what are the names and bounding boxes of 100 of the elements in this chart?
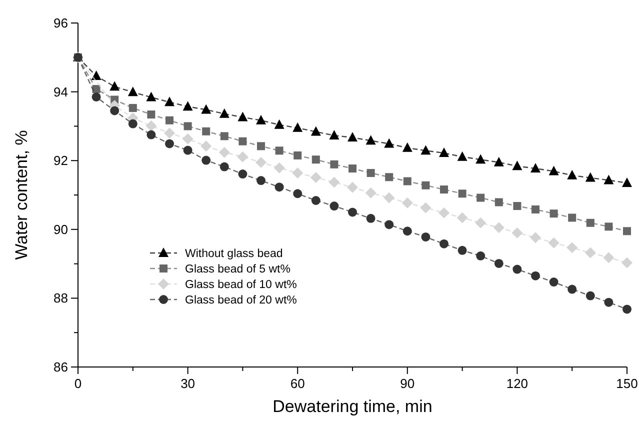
y-tick-label: 88 — [54, 290, 68, 306]
point — [420, 202, 432, 214]
point — [330, 202, 339, 211]
point — [476, 154, 486, 164]
point — [512, 227, 523, 238]
point — [585, 172, 596, 182]
point — [128, 119, 138, 128]
x-axis-title: Dewatering time, min — [272, 397, 432, 416]
point — [165, 139, 174, 148]
point — [458, 246, 467, 255]
point — [604, 222, 613, 231]
x-tick-label: 60 — [290, 376, 305, 391]
point — [622, 257, 632, 268]
point — [201, 104, 212, 114]
point — [512, 160, 522, 170]
legend-label: Glass bead of 20 wt% — [185, 294, 297, 306]
point — [293, 189, 302, 198]
point — [384, 138, 394, 148]
point — [91, 70, 102, 80]
point — [603, 252, 614, 264]
point — [256, 176, 266, 186]
point — [218, 146, 230, 158]
point — [202, 156, 211, 165]
point — [402, 197, 413, 208]
point — [512, 264, 522, 274]
point — [184, 122, 192, 130]
point — [550, 210, 558, 218]
point — [584, 247, 596, 258]
point — [146, 92, 156, 102]
y-tick-label: 86 — [54, 360, 68, 374]
point — [622, 304, 632, 314]
point — [493, 222, 504, 234]
point — [438, 207, 450, 218]
point — [384, 192, 395, 204]
point — [440, 185, 448, 194]
point — [310, 126, 321, 136]
point — [219, 108, 230, 118]
point — [566, 242, 578, 254]
point — [311, 196, 320, 206]
point — [384, 220, 394, 230]
y-tick-label: 96 — [54, 16, 68, 30]
point — [92, 92, 101, 102]
point — [147, 110, 156, 119]
point — [422, 181, 430, 190]
point — [274, 162, 285, 174]
point — [292, 122, 303, 132]
point — [294, 151, 302, 160]
point — [257, 142, 265, 150]
point — [182, 101, 193, 111]
point — [220, 162, 229, 172]
point — [348, 132, 358, 142]
point — [420, 145, 431, 155]
point — [531, 271, 540, 280]
point — [530, 163, 540, 173]
point — [440, 239, 448, 248]
point — [475, 217, 486, 228]
legend-label: Without glass bead — [185, 248, 283, 260]
point — [476, 194, 485, 202]
x-tick-label: 30 — [180, 376, 196, 391]
point — [200, 140, 212, 152]
point — [366, 214, 376, 223]
point — [164, 96, 174, 106]
point — [513, 202, 522, 210]
x-tick-label: 120 — [506, 376, 528, 391]
y-tick-label: 92 — [54, 153, 68, 168]
point — [548, 237, 560, 248]
point — [366, 135, 376, 145]
point — [237, 151, 248, 162]
x-tick-label: 0 — [74, 376, 82, 391]
point — [274, 182, 284, 192]
point — [568, 284, 577, 294]
point — [347, 182, 358, 193]
point — [456, 212, 468, 224]
legend-label: Glass bead of 10 wt% — [185, 279, 297, 291]
point — [256, 114, 266, 124]
point — [568, 214, 576, 222]
point — [439, 148, 449, 158]
point — [549, 278, 558, 287]
point — [274, 119, 284, 129]
point — [402, 142, 412, 152]
point — [220, 132, 228, 140]
x-tick-label: 90 — [400, 376, 415, 391]
point — [548, 166, 559, 176]
y-axis-title: Water content, % — [12, 130, 31, 260]
point — [567, 170, 578, 180]
point — [128, 86, 138, 96]
point — [182, 133, 194, 144]
point — [330, 160, 338, 168]
point — [476, 251, 486, 260]
point — [402, 226, 412, 236]
point — [292, 167, 304, 178]
point — [146, 130, 156, 140]
point — [458, 190, 466, 198]
point — [403, 177, 412, 186]
y-tick-label: 90 — [54, 222, 68, 237]
point — [604, 174, 614, 184]
point — [183, 146, 192, 155]
point — [421, 232, 430, 242]
x-tick-label: 150 — [616, 376, 638, 391]
point — [494, 198, 503, 206]
